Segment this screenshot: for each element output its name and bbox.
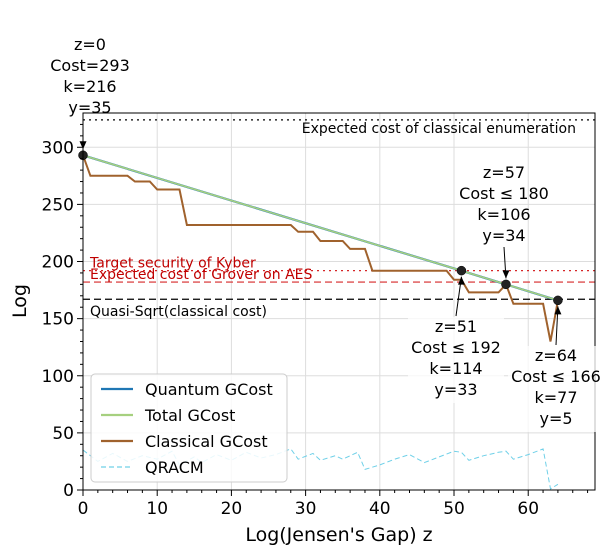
annotation-text: z=51: [435, 317, 477, 336]
annotation-arrowhead: [457, 276, 465, 285]
legend-label: QRACM: [145, 458, 204, 477]
x-axis-label: Log(Jensen's Gap) z: [245, 524, 432, 546]
annotation-text: y=35: [68, 98, 111, 117]
annotation-text: k=77: [534, 388, 577, 407]
annotation-box: [408, 317, 504, 403]
y-tick-label: 0: [63, 481, 74, 501]
annotation-text: k=216: [63, 77, 116, 96]
series-line: [82, 154, 559, 302]
x-tick-label: 40: [369, 499, 391, 519]
x-tick-label: 10: [146, 499, 168, 519]
data-marker: [501, 279, 511, 290]
legend: Quantum GCost Total GCost Classical GCost Q…: [90, 373, 288, 483]
annotation-text: z=57: [483, 163, 525, 182]
reference-line-label: Expected cost of classical enumeration: [302, 121, 576, 137]
annotation-text: k=106: [477, 205, 530, 224]
y-axis-label: Log: [9, 284, 31, 318]
annotation-box: [508, 346, 602, 432]
legend-label: Quantum GCost: [145, 380, 273, 399]
annotation-text: k=114: [429, 359, 482, 378]
legend-box: [90, 373, 288, 483]
annotation-text: Cost ≤ 192: [411, 338, 501, 357]
annotation-text: y=34: [482, 226, 525, 245]
x-tick-label: 0: [78, 499, 89, 519]
annotation-text: Cost=293: [50, 56, 130, 75]
y-tick-label: 100: [42, 367, 74, 387]
annotation-text: Cost ≤ 180: [459, 184, 549, 203]
x-tick-label: 50: [443, 499, 465, 519]
annotation-arrowhead: [554, 306, 562, 315]
legend-label: Classical GCost: [145, 432, 268, 451]
y-tick-label: 150: [42, 310, 74, 330]
y-tick-label: 50: [52, 424, 74, 444]
legend-label: Total GCost: [144, 406, 235, 425]
x-tick-label: 30: [295, 499, 317, 519]
annotation-arrowhead: [502, 270, 510, 279]
annotation-text: z=64: [535, 346, 577, 365]
y-tick-label: 200: [42, 253, 74, 273]
reference-line-label: Expected cost of Grover on AES: [90, 267, 312, 283]
data-marker: [456, 265, 467, 276]
x-tick-label: 20: [221, 499, 243, 519]
annotation-text: y=5: [539, 409, 572, 428]
reference-lines: Expected cost of classical enumeration Ta…: [83, 119, 595, 320]
x-tick-label: 60: [517, 499, 539, 519]
y-tick-label: 300: [42, 138, 74, 158]
annotation-text: y=33: [434, 380, 477, 399]
annotations: z=0 Cost=293 k=216 y=35 z=51 Cost ≤ 192 k=114 y…: [50, 35, 602, 432]
y-tick-label: 250: [42, 195, 74, 215]
reference-line-label: Target security of Kyber: [89, 256, 256, 272]
axes-ticks: 0 10 20 30 40 50 60 0 50 100 150 200 250 300: [42, 123, 589, 519]
reference-line-label: Quasi-Sqrt(classical cost): [90, 304, 267, 320]
data-marker: [553, 295, 563, 306]
annotation-arrowhead: [79, 141, 87, 150]
annotation-text: Cost ≤ 166: [511, 367, 601, 386]
plot-area-frame: [82, 112, 596, 491]
annotation-text: z=0: [74, 35, 106, 54]
